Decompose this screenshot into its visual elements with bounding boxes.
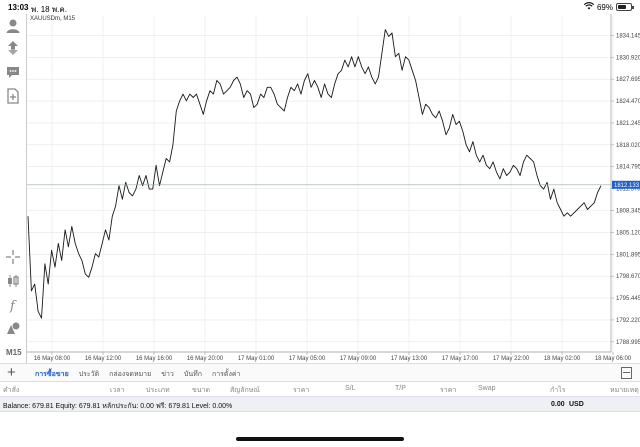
objects-icon[interactable] bbox=[4, 319, 22, 337]
x-tick-label: 16 May 08:00 bbox=[34, 356, 71, 362]
y-tick-label: 1798.670 bbox=[616, 274, 640, 280]
timeframe-label[interactable]: M15 bbox=[6, 348, 22, 357]
column-header-3: ขนาด bbox=[192, 387, 211, 394]
y-tick-label: 1808.345 bbox=[616, 209, 640, 215]
tab-3[interactable]: ข่าว bbox=[161, 371, 174, 378]
y-tick-label: 1792.220 bbox=[616, 318, 640, 324]
status-date: พ. 18 พ.ค. bbox=[31, 5, 67, 14]
column-header-6: S/L bbox=[345, 385, 356, 392]
x-tick-label: 16 May 20:00 bbox=[187, 356, 224, 362]
column-header-8: ราคา bbox=[440, 387, 457, 394]
symbol-label: XAUUSDm, M15 bbox=[30, 16, 76, 22]
chat-icon[interactable] bbox=[4, 63, 22, 81]
tab-5[interactable]: การตั้งค่า bbox=[211, 371, 241, 378]
x-tick-label: 18 May 02:00 bbox=[544, 356, 581, 362]
price-chart[interactable]: 1834.145 1830.920 1827.695 1824.470 1821.245… bbox=[26, 14, 640, 363]
x-tick-label: 17 May 22:00 bbox=[493, 356, 530, 362]
column-header-10: กำไร bbox=[550, 387, 566, 394]
terminal-tabs-bar: + การซื้อขาย ประวัติ กล่องจดหมาย ข่าว บันทึก… bbox=[0, 363, 640, 382]
battery-percent: 69% bbox=[596, 2, 613, 12]
y-tick-label: 1795.445 bbox=[616, 296, 640, 302]
y-tick-label: 1830.920 bbox=[616, 55, 640, 61]
column-header-4: สัญลักษณ์ bbox=[230, 387, 260, 394]
candles-icon[interactable] bbox=[4, 272, 22, 290]
x-tick-label: 17 May 13:00 bbox=[391, 356, 428, 362]
status-right: 69% bbox=[583, 2, 634, 12]
y-tick-label: 1824.470 bbox=[616, 99, 640, 105]
battery-icon bbox=[616, 3, 634, 11]
wifi-icon bbox=[583, 2, 595, 12]
current-price-tag bbox=[612, 180, 640, 189]
x-tick-label: 17 May 17:00 bbox=[442, 356, 479, 362]
x-tick-label: 17 May 09:00 bbox=[340, 356, 377, 362]
price-line bbox=[27, 29, 602, 319]
y-tick-label: 1814.795 bbox=[616, 165, 640, 171]
chart-svg[interactable]: 1834.145 1830.920 1827.695 1824.470 1821.245… bbox=[27, 14, 640, 363]
indicator-icon[interactable]: f bbox=[4, 296, 22, 314]
tab-4[interactable]: บันทึก bbox=[183, 371, 202, 378]
column-header-1: เวลา bbox=[110, 387, 125, 394]
column-header-0: คำสั่ง bbox=[3, 387, 20, 394]
y-tick-label: 1821.245 bbox=[616, 121, 640, 127]
add-button[interactable]: + bbox=[7, 364, 16, 381]
column-header-2: ประเภท bbox=[146, 387, 170, 394]
battery-fill bbox=[618, 5, 627, 9]
x-tick-label: 16 May 16:00 bbox=[136, 356, 173, 362]
x-tick-label: 17 May 01:00 bbox=[238, 356, 275, 362]
current-price-label: 1812.133 bbox=[614, 183, 640, 189]
account-summary: Balance: 679.81 Equity: 679.81 หลักประกั… bbox=[3, 403, 233, 410]
y-tick-label: 1834.145 bbox=[616, 33, 640, 39]
account-summary-row: Balance: 679.81 Equity: 679.81 หลักประกั… bbox=[0, 396, 640, 412]
home-indicator bbox=[236, 437, 404, 441]
account-icon[interactable] bbox=[4, 17, 22, 35]
y-tick-label: 1811.570 bbox=[616, 187, 640, 193]
y-tick-label: 1805.120 bbox=[616, 230, 640, 236]
tab-0[interactable]: การซื้อขาย bbox=[35, 371, 69, 378]
crosshair-icon[interactable] bbox=[4, 248, 22, 266]
account-currency: USD bbox=[569, 401, 584, 408]
y-tick-label: 1827.695 bbox=[616, 77, 640, 83]
x-tick-label: 16 May 12:00 bbox=[85, 356, 122, 362]
tab-2[interactable]: กล่องจดหมาย bbox=[109, 371, 152, 378]
column-header-7: T/P bbox=[395, 385, 406, 392]
column-header-9: Swap bbox=[478, 385, 496, 392]
total-profit: 0.00 bbox=[551, 401, 565, 408]
panel-toggle-icon[interactable] bbox=[621, 367, 632, 379]
svg-text:f: f bbox=[9, 299, 17, 313]
trade-icon[interactable] bbox=[4, 39, 22, 57]
tab-1[interactable]: ประวัติ bbox=[78, 371, 100, 378]
x-tick-label: 18 May 06:00 bbox=[595, 356, 632, 362]
y-tick-label: 1818.020 bbox=[616, 143, 640, 149]
y-tick-label: 1788.995 bbox=[616, 340, 640, 346]
column-header-5: ราคา bbox=[293, 387, 310, 394]
trade-table-header: คำสั่ง เวลา ประเภท ขนาด สัญลักษณ์ ราคา S/L T/P ร… bbox=[0, 382, 640, 396]
x-tick-label: 17 May 05:00 bbox=[289, 356, 326, 362]
y-tick-label: 1801.895 bbox=[616, 252, 640, 258]
left-toolbar: f M15 bbox=[0, 14, 26, 363]
status-bar: 13:03 พ. 18 พ.ค. 69% bbox=[0, 0, 640, 14]
column-header-11: หมายเหตุ bbox=[610, 387, 639, 394]
news-icon[interactable] bbox=[4, 87, 22, 105]
terminal-tabs: การซื้อขาย ประวัติ กล่องจดหมาย ข่าว บันทึก กา… bbox=[30, 369, 245, 380]
status-time: 13:03 bbox=[8, 3, 29, 12]
